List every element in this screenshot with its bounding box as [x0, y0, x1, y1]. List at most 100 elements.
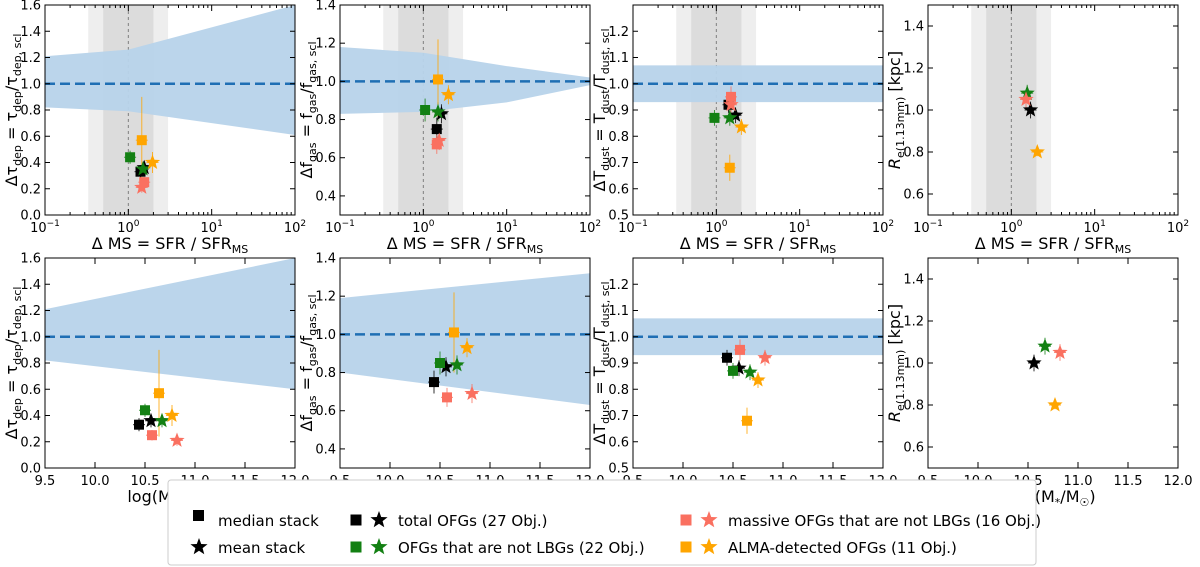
- x-tick-label: 101: [201, 219, 223, 236]
- x-tick-label: 102: [1167, 219, 1189, 236]
- x-axis-label-sub: MS: [232, 243, 248, 256]
- mean-point-alma: [733, 119, 750, 134]
- y-tick-label: 0.5: [608, 462, 629, 477]
- y-axis-label-eq: = τ: [2, 365, 21, 398]
- y-tick-label: 0.8: [20, 357, 41, 372]
- y-axis-label: Δfgas = fgas/fgas, scl: [297, 41, 319, 178]
- x-tick-label: 10.0: [81, 474, 110, 489]
- y-tick-label: 0.7: [608, 409, 629, 424]
- legend-mean-marker: [190, 538, 208, 555]
- x-axis-label-mid: /M: [1060, 487, 1079, 506]
- x-tick-exponent: 1: [1100, 219, 1106, 229]
- y-axis-label-sub: dust: [599, 399, 612, 424]
- y-tick-label: 1.4: [20, 278, 41, 293]
- y-tick-label: 0.6: [608, 435, 629, 450]
- mean-point-not_lbg: [430, 103, 446, 119]
- y-axis-label-div: /T: [590, 327, 609, 342]
- y-tick-label: 0.4: [20, 156, 41, 171]
- x-axis-label-end: ): [1089, 487, 1095, 506]
- y-axis-label-main: Δτ: [2, 166, 21, 187]
- mean-point-massive: [1052, 344, 1068, 359]
- mean-point-total: [433, 105, 450, 121]
- y-axis-label-div: /f: [297, 82, 316, 93]
- x-tick-exponent: 0: [722, 219, 728, 229]
- x-axis-label-sub: MS: [820, 243, 836, 256]
- mean-point-alma: [1029, 144, 1045, 159]
- x-axis-label-sub: MS: [1115, 243, 1131, 256]
- x-tick-label: 9.5: [35, 474, 56, 489]
- y-tick-label: 1.2: [315, 37, 336, 52]
- y-tick-label: 1.0: [20, 77, 41, 92]
- x-tick-exponent: −1: [342, 219, 355, 229]
- x-axis-label-sun: ☉: [1080, 496, 1090, 509]
- y-tick-label: 0.8: [903, 146, 924, 161]
- panel-frame: [632, 257, 884, 469]
- legend-star-not_lbg: [370, 538, 388, 555]
- legend: median stack mean stack total OFGs (27 O…: [167, 479, 1041, 566]
- scaling-relation-band: [45, 5, 295, 135]
- x-tick-label: 100: [1000, 219, 1023, 236]
- panel-plot-area: [971, 5, 1052, 215]
- y-tick-label: 0.8: [20, 104, 41, 119]
- panel-frame: [339, 4, 591, 216]
- y-tick-label: 0.8: [608, 383, 629, 398]
- median-point-alma: [724, 162, 735, 173]
- y-axis-label-sub3: dep, scl: [11, 287, 24, 330]
- y-tick-label: 1.0: [608, 77, 629, 92]
- mean-point-not_lbg: [742, 364, 758, 379]
- mean-point-not_lbg: [722, 109, 738, 125]
- y-tick-label: 0.6: [903, 188, 924, 203]
- y-tick-label: 0.6: [608, 182, 629, 197]
- x-tick-base: 10: [913, 221, 930, 236]
- legend-alma-ofgs: ALMA-detected OFGs (11 Obj.): [728, 539, 957, 557]
- x-axis-label: Δ MS = SFR / SFRMS: [92, 234, 249, 256]
- y-tick-label: 1.4: [20, 25, 41, 40]
- y-axis-label-main: ΔT: [590, 424, 609, 445]
- panel-tau_vs_mass: 0.00.20.40.60.81.01.21.41.69.510.010.511…: [2, 252, 309, 510]
- mean-point-not_lbg: [135, 161, 151, 176]
- panel-plot-area: [45, 5, 295, 215]
- mean-point-alma: [440, 86, 457, 102]
- legend-frame: [167, 479, 1037, 566]
- mean-point-total: [727, 107, 744, 122]
- x-tick-exponent: 1: [805, 219, 811, 229]
- y-tick-label: 0.9: [608, 104, 629, 119]
- median-point-not_lbg: [125, 152, 136, 163]
- mean-point-massive: [723, 96, 739, 112]
- mean-point-massive: [464, 385, 480, 401]
- panel-plot-area: [45, 258, 295, 447]
- mean-point-massive: [169, 432, 185, 447]
- x-tick-base: 10: [618, 221, 635, 236]
- median-point-not_lbg: [709, 112, 720, 123]
- y-axis-label-unit: [kpc]: [885, 304, 904, 350]
- panel-frame: [927, 257, 1179, 469]
- mean-point-alma: [164, 407, 180, 422]
- median-point-total: [429, 377, 439, 388]
- legend-square-total: [350, 514, 362, 526]
- x-tick-exponent: 0: [1017, 219, 1023, 229]
- x-tick-base: 10: [872, 221, 889, 236]
- panel-tdust_vs_mass: 0.50.60.70.80.91.01.11.29.510.010.511.01…: [590, 257, 897, 509]
- y-tick-label: 1.4: [315, 252, 336, 267]
- y-axis-label-main: ΔT: [590, 171, 609, 192]
- x-tick-base: 10: [412, 221, 429, 236]
- legend-square-massive: [680, 514, 692, 526]
- legend-markers: [190, 510, 718, 555]
- legend-star-massive: [700, 511, 718, 528]
- x-tick-base: 10: [201, 221, 218, 236]
- x-tick-label: 100: [117, 219, 140, 236]
- y-tick-label: 1.4: [315, 0, 336, 14]
- x-tick-exponent: 2: [1183, 219, 1189, 229]
- panel-frame: [927, 4, 1179, 216]
- y-axis-label-main: R: [885, 158, 904, 169]
- x-tick-exponent: 0: [134, 219, 140, 229]
- y-axis-label-sub2: dust: [599, 342, 612, 367]
- y-axis-label-sub: dep: [11, 398, 24, 419]
- panel-re_vs_mass: 0.60.81.01.21.49.510.010.511.011.512.0lo…: [885, 257, 1192, 509]
- median-point-not_lbg: [140, 405, 150, 416]
- y-tick-label: 0.2: [20, 182, 41, 197]
- y-tick-label: 0.6: [20, 383, 41, 398]
- x-tick-exponent: −1: [47, 219, 60, 229]
